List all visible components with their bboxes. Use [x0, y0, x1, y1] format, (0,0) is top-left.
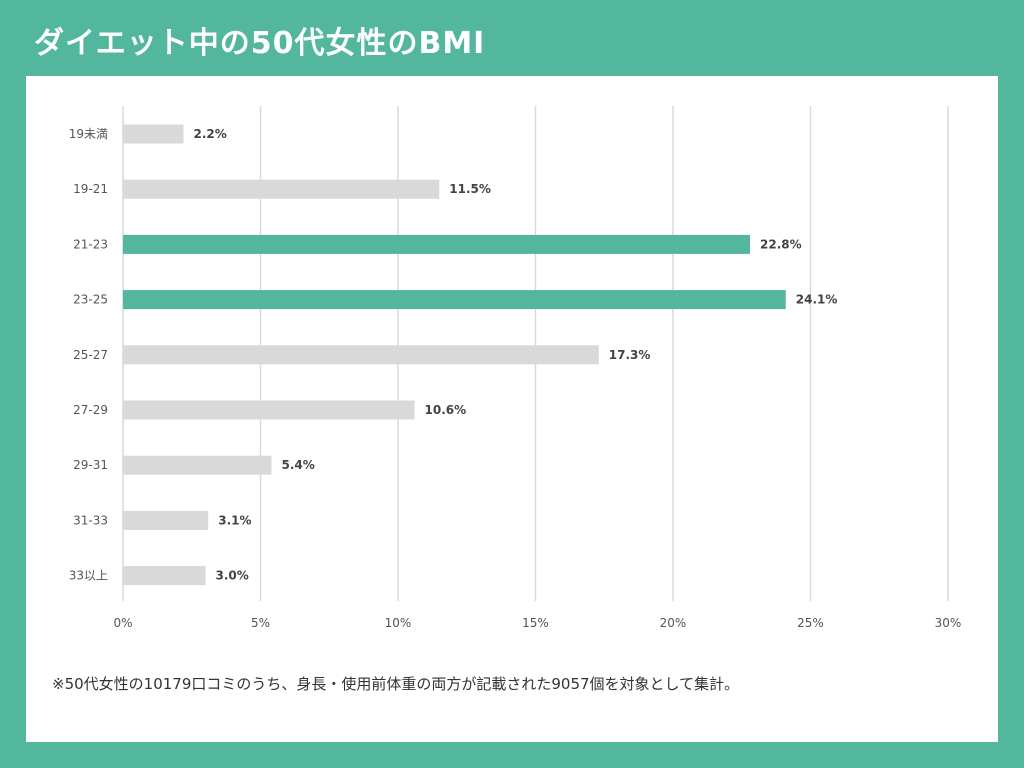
bar-33以上 [123, 566, 206, 586]
category-label-25-27: 25-27 [73, 348, 108, 362]
bar-19-21 [123, 179, 440, 199]
bar-27-29 [123, 400, 415, 420]
bar-31-33 [123, 510, 209, 530]
x-tick-label-25: 25% [797, 616, 824, 630]
bmi-bar-chart: 0% 5% 10% 15% 20% 25% 30% 19未満 2.2% 19-21 11.5% 21-… [69, 106, 962, 630]
x-tick-label-20: 20% [660, 616, 687, 630]
chart-panel: 0% 5% 10% 15% 20% 25% 30% 19未満 2.2% 19-21 11.5% 21-… [26, 76, 998, 742]
category-label-27-29: 27-29 [73, 403, 108, 417]
data-label-27-29: 10.6% [425, 403, 467, 417]
bar-29-31 [123, 455, 272, 475]
category-label-19-21: 19-21 [73, 182, 108, 196]
category-label-21-23: 21-23 [73, 237, 108, 251]
bar-23-25 [123, 290, 786, 310]
footnote: ※50代女性の10179口コミのうち、身長・使用前体重の両方が記載された9057… [52, 675, 740, 693]
category-label-31-33: 31-33 [73, 513, 108, 527]
data-label-19-21: 11.5% [449, 182, 491, 196]
x-tick-label-15: 15% [522, 616, 549, 630]
data-label-31-33: 3.1% [218, 513, 251, 527]
data-label-33以上: 3.0% [216, 569, 249, 583]
x-tick-label-10: 10% [385, 616, 412, 630]
data-label-19未満: 2.2% [194, 127, 227, 141]
category-label-33以上: 33以上 [69, 569, 108, 583]
bar-25-27 [123, 345, 599, 365]
x-tick-label-0: 0% [113, 616, 132, 630]
x-tick-label-5: 5% [251, 616, 270, 630]
bar-21-23 [123, 234, 750, 254]
data-label-21-23: 22.8% [760, 237, 802, 251]
category-label-23-25: 23-25 [73, 293, 108, 307]
bar-19未満 [123, 124, 184, 144]
data-label-23-25: 24.1% [796, 293, 838, 307]
x-tick-label-30: 30% [935, 616, 962, 630]
data-label-25-27: 17.3% [609, 348, 651, 362]
category-label-19未満: 19未満 [69, 127, 108, 141]
page-title: ダイエット中の50代女性のBMI [34, 26, 486, 61]
category-label-29-31: 29-31 [73, 458, 108, 472]
data-label-29-31: 5.4% [282, 458, 315, 472]
